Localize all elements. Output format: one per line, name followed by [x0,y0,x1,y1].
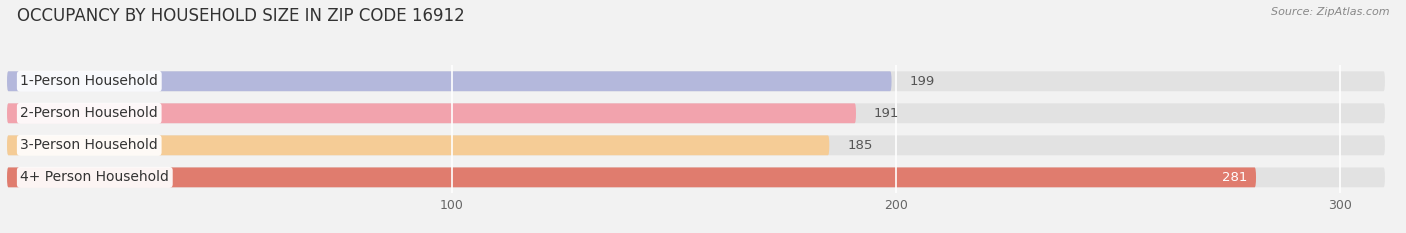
FancyBboxPatch shape [7,71,891,91]
FancyBboxPatch shape [7,168,1385,187]
FancyBboxPatch shape [7,103,1385,123]
Text: 3-Person Household: 3-Person Household [20,138,157,152]
Text: 1-Person Household: 1-Person Household [20,74,159,88]
FancyBboxPatch shape [7,103,856,123]
Text: 281: 281 [1222,171,1247,184]
Text: Source: ZipAtlas.com: Source: ZipAtlas.com [1271,7,1389,17]
FancyBboxPatch shape [7,71,1385,91]
Text: OCCUPANCY BY HOUSEHOLD SIZE IN ZIP CODE 16912: OCCUPANCY BY HOUSEHOLD SIZE IN ZIP CODE … [17,7,464,25]
Text: 191: 191 [873,107,898,120]
Text: 199: 199 [910,75,935,88]
FancyBboxPatch shape [7,135,1385,155]
Text: 4+ Person Household: 4+ Person Household [20,170,169,184]
FancyBboxPatch shape [7,135,830,155]
Text: 185: 185 [846,139,873,152]
FancyBboxPatch shape [7,168,1256,187]
Text: 2-Person Household: 2-Person Household [20,106,157,120]
